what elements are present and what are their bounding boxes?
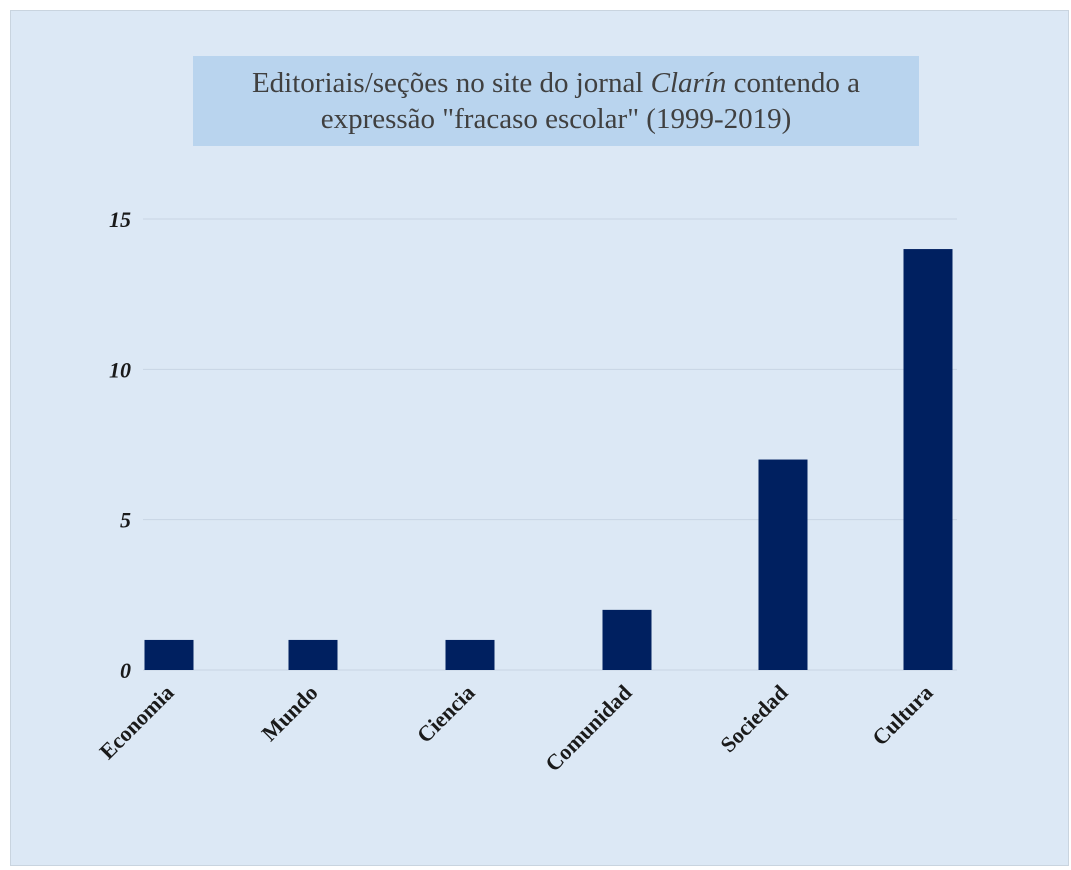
x-tick-label: Cultura	[867, 680, 937, 750]
y-tick-label: 15	[109, 207, 131, 232]
x-tick-label: Economia	[94, 680, 178, 764]
bars	[144, 249, 953, 671]
y-tick-label: 0	[120, 658, 131, 683]
x-tick-label: Mundo	[256, 680, 322, 746]
x-tick-label: Comunidad	[540, 680, 636, 776]
chart-title-line-2: expressão "fracaso escolar" (1999-2019)	[320, 103, 792, 135]
chart-title-text-before: Editoriais/seções no site do jornal	[251, 67, 651, 99]
chart-title-text-after: contendo a	[726, 67, 861, 99]
chart-title-newspaper-name: Clarín	[650, 67, 727, 99]
y-axis-tick-labels: 0 5 10 15	[109, 207, 131, 683]
x-tick-label: Ciencia	[412, 680, 480, 748]
chart-title: Editoriais/seções no site do jornal Clar…	[193, 56, 919, 146]
bar-cultura	[903, 249, 953, 671]
bar-sociedad	[758, 459, 808, 670]
x-axis-tick-labels: Economia Mundo Ciencia Comunidad Sociedad Cul…	[94, 680, 937, 776]
chart-frame	[10, 10, 1069, 866]
bar-mundo	[288, 639, 338, 670]
x-tick-label: Sociedad	[715, 680, 792, 757]
bar-comunidad	[602, 609, 652, 670]
y-tick-label: 10	[109, 357, 131, 382]
bar-economia	[144, 639, 194, 670]
gridlines	[143, 218, 957, 671]
y-tick-label: 5	[120, 508, 131, 533]
chart-title-line-1: Editoriais/seções no site do jornal Clar…	[193, 65, 919, 101]
bar-ciencia	[445, 639, 495, 670]
